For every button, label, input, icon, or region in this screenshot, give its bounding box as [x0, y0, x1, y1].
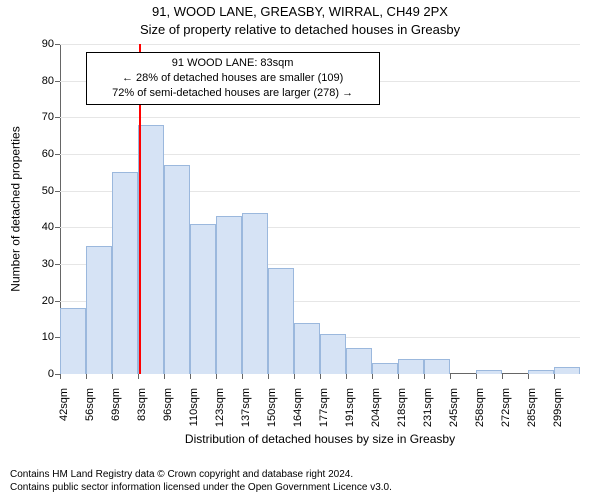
histogram-bar — [320, 334, 346, 374]
x-tick-mark — [424, 374, 425, 379]
footer-line1: Contains HM Land Registry data © Crown c… — [10, 468, 392, 481]
x-tick-label: 285sqm — [526, 388, 538, 438]
x-tick-label: 245sqm — [448, 388, 460, 438]
y-tick-label: 70 — [24, 111, 54, 123]
annotation-line: ← 28% of detached houses are smaller (10… — [93, 71, 373, 86]
histogram-bar — [138, 125, 164, 374]
y-tick-label: 80 — [24, 75, 54, 87]
x-tick-mark — [450, 374, 451, 379]
y-tick-mark — [55, 191, 60, 192]
x-tick-label: 204sqm — [370, 388, 382, 438]
x-tick-label: 231sqm — [422, 388, 434, 438]
histogram-bar — [554, 367, 580, 374]
x-tick-mark — [268, 374, 269, 379]
y-tick-mark — [55, 227, 60, 228]
histogram-bar — [216, 216, 242, 374]
chart-title-line1: 91, WOOD LANE, GREASBY, WIRRAL, CH49 2PX — [0, 4, 600, 19]
x-tick-mark — [528, 374, 529, 379]
x-tick-label: 96sqm — [162, 388, 174, 438]
y-tick-mark — [55, 154, 60, 155]
x-tick-label: 56sqm — [84, 388, 96, 438]
x-tick-mark — [294, 374, 295, 379]
plot-area: 91 WOOD LANE: 83sqm← 28% of detached hou… — [60, 44, 580, 374]
histogram-bar — [372, 363, 398, 374]
y-tick-label: 30 — [24, 258, 54, 270]
x-tick-mark — [476, 374, 477, 379]
x-tick-label: 42sqm — [58, 388, 70, 438]
x-tick-mark — [320, 374, 321, 379]
x-tick-mark — [242, 374, 243, 379]
x-tick-label: 164sqm — [292, 388, 304, 438]
y-tick-label: 90 — [24, 38, 54, 50]
histogram-bar — [60, 308, 86, 374]
annotation-line: 91 WOOD LANE: 83sqm — [93, 56, 373, 71]
x-tick-label: 258sqm — [474, 388, 486, 438]
y-tick-label: 10 — [24, 331, 54, 343]
x-tick-mark — [164, 374, 165, 379]
x-tick-label: 137sqm — [240, 388, 252, 438]
x-tick-mark — [138, 374, 139, 379]
x-tick-mark — [216, 374, 217, 379]
y-tick-label: 50 — [24, 185, 54, 197]
footer-line2: Contains public sector information licen… — [10, 481, 392, 494]
x-tick-label: 191sqm — [344, 388, 356, 438]
y-axis-label: Number of detached properties — [8, 44, 24, 374]
y-tick-label: 40 — [24, 221, 54, 233]
x-tick-mark — [346, 374, 347, 379]
annotation-line: 72% of semi-detached houses are larger (… — [93, 86, 373, 101]
x-tick-label: 272sqm — [500, 388, 512, 438]
x-tick-label: 69sqm — [110, 388, 122, 438]
y-tick-mark — [55, 81, 60, 82]
y-tick-label: 20 — [24, 295, 54, 307]
histogram-bar — [190, 224, 216, 374]
chart-container: 91, WOOD LANE, GREASBY, WIRRAL, CH49 2PX… — [0, 0, 600, 500]
histogram-bar — [112, 172, 138, 374]
histogram-bar — [294, 323, 320, 374]
x-tick-label: 83sqm — [136, 388, 148, 438]
chart-title-line2: Size of property relative to detached ho… — [0, 22, 600, 37]
x-tick-mark — [60, 374, 61, 379]
annotation-box: 91 WOOD LANE: 83sqm← 28% of detached hou… — [86, 52, 380, 105]
histogram-bar — [86, 246, 112, 374]
x-tick-mark — [554, 374, 555, 379]
histogram-bar — [268, 268, 294, 374]
histogram-bar — [346, 348, 372, 374]
y-tick-mark — [55, 117, 60, 118]
x-tick-mark — [502, 374, 503, 379]
y-tick-label: 60 — [24, 148, 54, 160]
x-tick-mark — [398, 374, 399, 379]
x-tick-mark — [86, 374, 87, 379]
x-tick-label: 110sqm — [188, 388, 200, 438]
y-tick-mark — [55, 301, 60, 302]
histogram-bar — [398, 359, 424, 374]
x-tick-label: 150sqm — [266, 388, 278, 438]
footer-attribution: Contains HM Land Registry data © Crown c… — [10, 468, 392, 494]
histogram-bar — [242, 213, 268, 374]
x-tick-label: 218sqm — [396, 388, 408, 438]
x-tick-label: 123sqm — [214, 388, 226, 438]
x-tick-mark — [190, 374, 191, 379]
x-axis-ticks: 42sqm56sqm69sqm83sqm96sqm110sqm123sqm137… — [60, 374, 580, 434]
x-tick-mark — [372, 374, 373, 379]
histogram-bar — [164, 165, 190, 374]
x-tick-mark — [112, 374, 113, 379]
histogram-bar — [424, 359, 450, 374]
x-tick-label: 299sqm — [552, 388, 564, 438]
y-tick-mark — [55, 44, 60, 45]
y-tick-label: 0 — [24, 368, 54, 380]
y-tick-mark — [55, 264, 60, 265]
x-axis-label: Distribution of detached houses by size … — [60, 432, 580, 446]
x-tick-label: 177sqm — [318, 388, 330, 438]
